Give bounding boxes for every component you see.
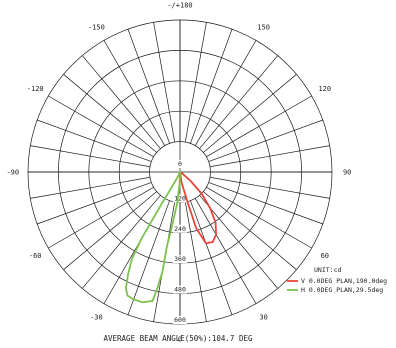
grid-spoke [127, 29, 170, 144]
grid-spoke [208, 182, 323, 225]
grid-spoke [209, 145, 330, 168]
legend-label-1: H 0.0DEG PLAN,29.5deg [301, 286, 383, 294]
grid-spoke [206, 95, 312, 158]
grid-spoke [184, 22, 207, 143]
angle-labels: -/+180 150 -150 120 -120 90 -90 60 -60 30 -30 0 [6, 1, 351, 343]
grid-spoke [209, 176, 330, 199]
radial-label: 240 [174, 225, 186, 233]
grid-spoke [63, 191, 157, 270]
grid-spoke [194, 198, 257, 304]
angle-label: 30 [259, 313, 267, 321]
series-curves [125, 171, 217, 304]
angle-label: -30 [90, 313, 103, 321]
angle-label: -120 [27, 85, 44, 93]
radial-labels: 0 120 240 360 480 600 [173, 160, 187, 324]
beam-angle-caption: AVERAGE BEAM ANGLE(50%):104.7 DEG [103, 334, 252, 343]
radial-label: 600 [174, 316, 186, 324]
unit-label: UNIT:cd [314, 266, 341, 274]
grid-spoke [184, 201, 207, 322]
angle-label: 60 [321, 252, 329, 260]
angle-label: -60 [29, 252, 42, 260]
angle-label: 90 [343, 169, 351, 177]
grid-spoke [190, 29, 233, 144]
angle-label: -90 [6, 169, 19, 177]
grid-spoke [103, 40, 166, 146]
radial-label: 0 [178, 160, 182, 168]
radial-label: 480 [174, 286, 186, 294]
grid-spoke [190, 200, 233, 315]
radial-label-background [173, 224, 187, 233]
grid-spoke [208, 119, 323, 162]
grid-spoke [82, 195, 161, 289]
radial-label-background [173, 194, 187, 203]
angle-label: 0 [178, 336, 182, 344]
series-curve-1 [125, 171, 181, 304]
radial-label-background [173, 316, 187, 324]
series-curve-0 [179, 171, 217, 245]
grid-spoke [199, 195, 278, 289]
grid-spoke [30, 145, 151, 168]
grid-spoke [30, 176, 151, 199]
grid-spoke [194, 40, 257, 146]
grid-spoke [37, 119, 152, 162]
legend-label-0: V 0.0DEG PLAN,190.0deg [301, 277, 387, 285]
angle-label: 120 [318, 85, 331, 93]
radial-label-background [173, 255, 187, 264]
radial-label-background [173, 285, 187, 294]
angle-label: -150 [88, 24, 105, 32]
grid-spoke [127, 200, 170, 315]
grid-spoke [82, 55, 161, 149]
grid-spoke [206, 186, 312, 249]
grid-spoke [37, 182, 152, 225]
radial-label: 360 [174, 255, 186, 263]
grid-spoke [153, 22, 176, 143]
radial-label: 120 [174, 194, 186, 202]
grid-spoke [48, 95, 154, 158]
radial-label-background [173, 160, 187, 168]
angle-label: -/+180 [167, 1, 192, 9]
grid-spoke [203, 74, 297, 153]
grid-spoke [48, 186, 154, 249]
grid-spoke [203, 191, 297, 270]
angle-label: 150 [257, 24, 270, 32]
grid-spoke [199, 55, 278, 149]
grid-spoke [63, 74, 157, 153]
